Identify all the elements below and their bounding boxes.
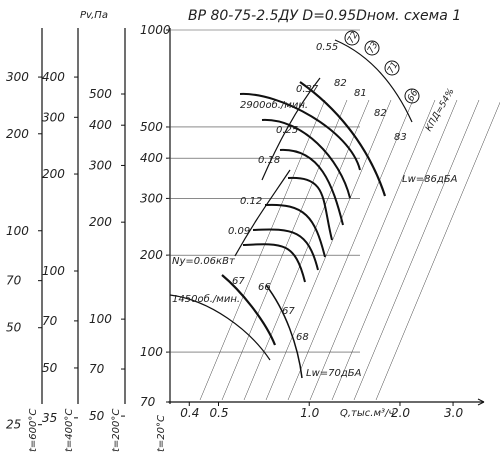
y-tick-label-t600: 25	[6, 418, 21, 432]
curves	[169, 39, 413, 379]
x-axis-arrow	[477, 401, 485, 406]
envelope-left-upper	[261, 77, 321, 181]
y-tick-label-t20: 200	[140, 248, 163, 262]
y-tick-label-t20: 500	[140, 120, 163, 134]
x-tick-label: 0.5	[209, 406, 228, 420]
pq-curve-5	[252, 228, 319, 271]
x-tick-label: 1.0	[300, 406, 319, 420]
y-tick-label-t200: 50	[89, 409, 105, 423]
y-tick-label-t200: 500	[89, 87, 112, 101]
power-label: 0.12	[240, 196, 262, 207]
power-label: 0.37	[296, 84, 319, 95]
x-axis-title: Q,тыс.м³/ч	[340, 408, 394, 419]
efficiency-circle	[384, 60, 400, 76]
y-tick-label-t600: 50	[6, 321, 22, 335]
y-tick-label-t200: 300	[89, 158, 112, 172]
y-axes: 300 200 100 70 50 25 t=600°C 400 300 200 100 70 50 35…	[6, 23, 171, 452]
y-tick-label-t20: 100	[140, 345, 163, 359]
x-tick-label: 0.4	[180, 406, 199, 420]
y-tick-label-t400: 70	[42, 314, 58, 328]
y-tick-label-t400: 200	[42, 167, 65, 181]
grid: 0.4 0.5 1.0 2.0 3.0 Q,тыс.м³/ч	[168, 29, 500, 420]
y-axis-title-t20: t=20°C	[156, 415, 167, 452]
envelope-left-mid	[234, 169, 291, 257]
efficiency-circle	[404, 88, 420, 104]
y-tick-label-t400: 50	[42, 361, 58, 375]
y-axis-title-t600: t=600°C	[28, 409, 39, 452]
y-tick-label-t200: 70	[89, 362, 105, 376]
pq-curve-3	[287, 176, 333, 241]
grid-line-oblique	[265, 99, 392, 401]
power-label: 0.25	[276, 125, 298, 136]
noise-label: Lw=70дБА	[306, 368, 362, 379]
y-tick-label-t200: 100	[89, 312, 112, 326]
pq-curve-0	[239, 92, 361, 171]
y-tick-label-t200: 200	[89, 215, 112, 229]
grid-line-oblique	[199, 99, 326, 401]
efficiency-arc	[334, 39, 413, 123]
lower-right-curve	[265, 284, 303, 379]
y-tick-label-t600: 70	[6, 274, 22, 288]
efficiency-label: КПД=54%	[424, 87, 457, 133]
curve-efficiency-label: 83	[394, 132, 407, 143]
noise-label: Lw=86дБА	[402, 174, 458, 185]
power-label: Ny=0.06кВт	[172, 256, 236, 267]
curve-efficiency-label: 67	[282, 306, 295, 317]
speed-curve-2900	[299, 81, 387, 197]
pq-curve-6	[242, 243, 306, 283]
y-tick-label-t400: 300	[42, 110, 65, 124]
grid-line-oblique	[331, 99, 458, 401]
grid-line-oblique	[287, 99, 414, 401]
y-tick-label-t200: 400	[89, 118, 112, 132]
efficiency-circle	[364, 40, 380, 56]
pq-curve-1	[261, 118, 351, 199]
y-tick-label-t20: 300	[140, 191, 163, 205]
y-tick-label-t20: 1000	[140, 23, 171, 37]
power-label: 0.18	[258, 155, 280, 166]
y-tick-label-t20: 400	[140, 151, 163, 165]
y-axis-unit-label: Pv,Па	[80, 10, 108, 21]
y-tick-label-t600: 200	[6, 127, 29, 141]
chart-title: ВР 80-75-2.5ДУ D=0.95Dном. схема 1	[188, 8, 461, 24]
curve-efficiency-label: 82	[334, 78, 347, 89]
curve-labels: 2900об./мин. 1450об./мин. 0.55 0.37 0.25 0.18…	[172, 30, 458, 379]
x-tick-label: 2.0	[391, 406, 410, 420]
speed-curve-1450	[221, 274, 277, 346]
grid-line-oblique	[309, 99, 436, 401]
curve-efficiency-label: 68	[296, 332, 309, 343]
grid-line-oblique	[243, 99, 370, 401]
x-axis-arrow	[477, 398, 485, 403]
y-tick-label-t600: 300	[6, 70, 29, 84]
pq-curve-2	[279, 148, 344, 226]
curve-efficiency-label: 67	[232, 276, 245, 287]
efficiency-circle	[344, 30, 360, 46]
curve-efficiency-label: 81	[354, 88, 367, 99]
speed-label: 2900об./мин.	[240, 99, 308, 111]
curve-efficiency-label: 82	[374, 108, 387, 119]
y-axis-title-t400: t=400°C	[64, 409, 75, 452]
pq-curve-4	[264, 203, 326, 258]
y-tick-label-t400: 35	[42, 411, 57, 425]
envelope-lower	[169, 294, 271, 361]
curve-efficiency-label: 66	[258, 282, 271, 293]
y-tick-label-t20: 70	[140, 395, 156, 409]
y-tick-label-t400: 400	[42, 70, 65, 84]
grid-line-oblique	[353, 99, 480, 401]
x-tick-label: 3.0	[444, 406, 463, 420]
power-label: 0.55	[316, 42, 338, 53]
y-tick-label-t400: 100	[42, 264, 65, 278]
y-axis-title-t200: t=200°C	[111, 409, 122, 452]
grid-line-oblique	[221, 99, 348, 401]
y-tick-label-t600: 100	[6, 224, 29, 238]
power-label: 0.09	[228, 226, 250, 237]
speed-label: 1450об./мин.	[172, 293, 240, 305]
efficiency-label: 71	[386, 60, 400, 75]
grid-line-oblique	[375, 101, 500, 401]
